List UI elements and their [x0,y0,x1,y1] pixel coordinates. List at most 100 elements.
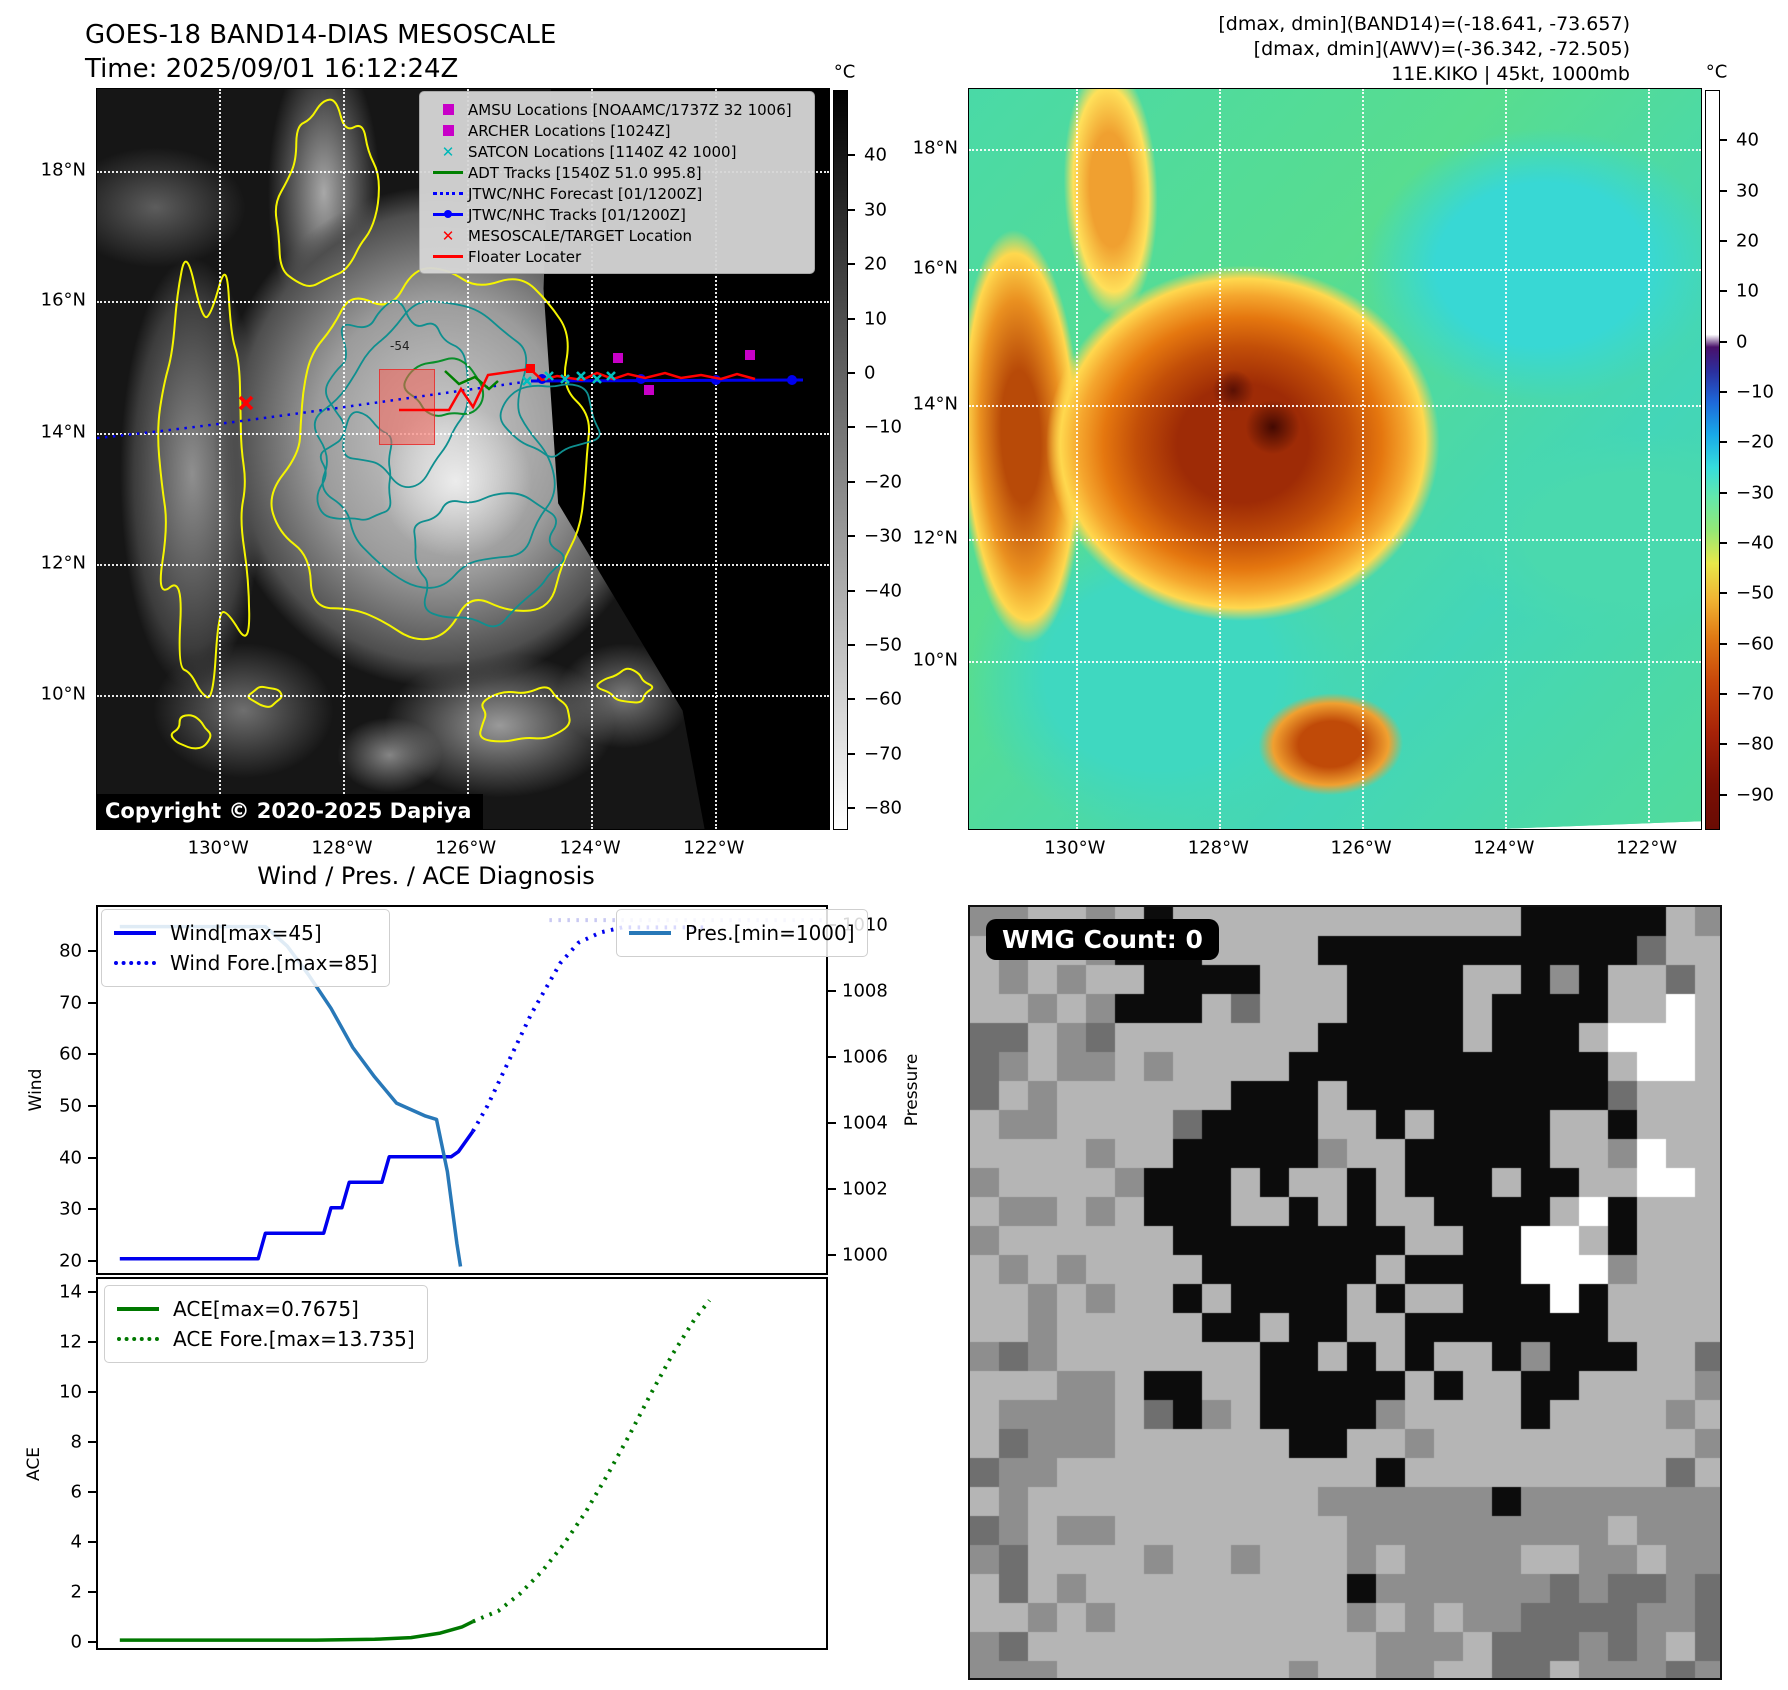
colorbar-tick [1720,693,1727,696]
grid-line [97,433,829,436]
y-tick-label: 12 [59,1331,82,1353]
map-legend-label: ARCHER Locations [1024Z] [468,121,671,140]
awv-colorbar [1705,90,1720,830]
colorbar-tick-label: 20 [864,253,887,275]
legend-line-sample-icon [114,961,156,965]
colorbar-tick [1720,542,1727,545]
series-ace-fore- [472,1299,712,1624]
chart-legend-label: ACE Fore.[max=13.735] [173,1327,415,1351]
lat-label: 10°N [912,649,958,671]
lon-label: 122°W [1615,837,1678,859]
colorbar-tick [1720,793,1727,796]
lat-label: 14°N [40,421,86,443]
colorbar-tick-label: −50 [864,634,902,656]
colorbar-tick-label: 10 [1736,280,1759,302]
grid-line [1075,89,1078,829]
map-legend-item: ARCHER Locations [1024Z] [428,120,806,141]
colorbar-tick-label: −20 [864,471,902,493]
lon-label: 130°W [187,837,249,859]
jtwc-track-point [787,375,797,385]
wmg-pixel-field [970,907,1720,1678]
colorbar-tick-label: −90 [1736,784,1774,806]
y2-tick [828,1254,836,1257]
legend-line-sample-icon [117,1307,159,1311]
colorbar-tick-label: −70 [864,743,902,765]
lat-label: 10°N [40,683,86,705]
lat-label: 12°N [40,552,86,574]
mesoscale-target-x [238,395,254,411]
map-legend-item: ✕ MESOSCALE/TARGET Location [428,225,806,246]
colorbar-tick-label: 0 [1736,331,1748,353]
info-band14: [dmax, dmin](BAND14)=(-18.641, -73.657) [1218,13,1630,35]
colorbar-tick-label: 30 [864,199,887,221]
y2-tick [828,989,836,992]
colorbar-unit: °C [833,61,856,83]
colorbar-tick-label: −60 [864,688,902,710]
map-legend-label: SATCON Locations [1140Z 42 1000] [468,142,737,161]
brightness-temp-contour [170,714,212,750]
grid-line [969,661,1701,664]
colorbar-tick-label: −20 [1736,431,1774,453]
satcon-markers [522,371,616,386]
colorbar-tick [848,807,855,810]
storm-info: [dmax, dmin](BAND14)=(-18.641, -73.657) … [1218,12,1630,87]
colorbar-tick [848,644,855,646]
map-legend-item: JTWC/NHC Forecast [01/1200Z] [428,183,806,204]
y-tick [88,1291,96,1294]
y-tick-label: 70 [59,992,82,1014]
info-storm-id: 11E.KIKO | 45kt, 1000mb [1391,63,1630,85]
map-legend-item: AMSU Locations [NOAAMC/1737Z 32 1006] [428,99,806,120]
axis-title: ACE [24,1446,44,1481]
grid-line [969,538,1701,541]
brightness-temp-contour [413,492,565,628]
diagnosis-chart-title: Wind / Pres. / ACE Diagnosis [257,862,595,890]
colorbar-tick-label: 30 [1736,180,1759,202]
colorbar-tick-label: 40 [864,144,887,166]
map-legend-item: ✕ SATCON Locations [1140Z 42 1000] [428,141,806,162]
colorbar-tick-label: −80 [864,797,902,819]
line-legend-marker-icon [428,171,468,174]
chart-legend-label: Wind[max=45] [170,921,322,945]
colorbar-tick [848,752,855,755]
colorbar-tick [848,589,855,592]
axis-title: Pressure [902,1053,922,1127]
colorbar-tick [848,426,855,429]
colorbar-tick [848,263,855,266]
colorbar-tick [1720,592,1727,595]
lon-label: 124°W [1473,837,1535,859]
lon-label: 126°W [1330,837,1392,859]
y-tick-label: 60 [59,1043,82,1065]
y2-tick-label: 1004 [842,1112,888,1134]
y-tick-label: 0 [70,1631,82,1653]
jtwc-track-line [530,378,804,383]
lon-label: 126°W [435,837,497,859]
grid-line [714,89,717,829]
y-tick-label: 50 [59,1095,82,1117]
y-tick [88,1591,96,1594]
lat-label: 12°N [912,527,958,549]
track-overlay [97,350,804,440]
chart-legend-item: Wind[max=45] [114,918,377,948]
colorbar-tick [848,480,855,483]
chart-legend-item: ACE[max=0.7675] [117,1294,415,1324]
band14-map-panel: -54 AMSU Locations [NOAAMC/1737Z 32 1006… [96,88,830,830]
info-awv: [dmax, dmin](AWV)=(-36.342, -72.505) [1253,38,1630,60]
chart-legend-item: Wind Fore.[max=85] [114,948,377,978]
y2-tick-label: 1002 [842,1178,888,1200]
lat-label: 18°N [912,137,958,159]
page-title: GOES-18 BAND14-DIAS MESOSCALE Time: 2025… [85,18,556,86]
latlon-grid [969,89,1701,829]
colorbar-tick [848,698,855,701]
map-legend-item: ADT Tracks [1540Z 51.0 995.8] [428,162,806,183]
brightness-temp-contour [313,300,556,589]
colorbar-unit: °C [1705,61,1728,83]
adt-track-line [444,370,499,391]
colorbar-tick-label: −10 [1736,381,1774,403]
grid-line [466,89,469,829]
colorbar-tick-label: −60 [1736,633,1774,655]
y-tick [88,950,96,953]
map-legend-label: JTWC/NHC Forecast [01/1200Z] [468,184,703,203]
grid-line [342,89,345,829]
y-tick-label: 20 [59,1250,82,1272]
